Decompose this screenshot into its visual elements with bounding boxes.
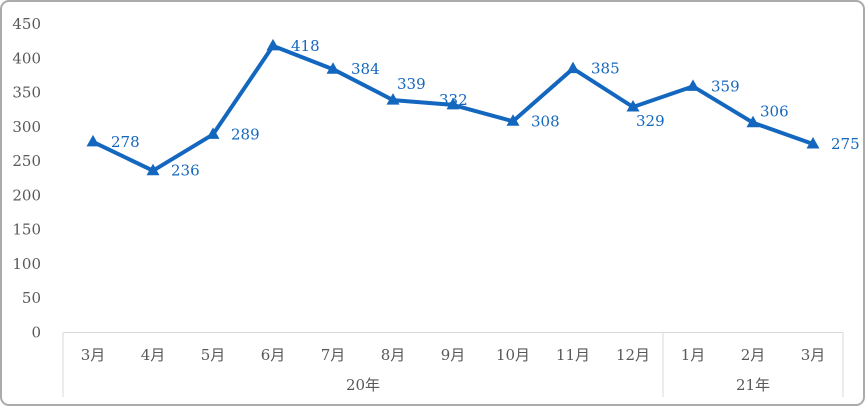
y-axis-tick-label: 0: [31, 324, 41, 342]
y-axis-tick-label: 400: [12, 49, 41, 67]
data-point-label: 385: [591, 60, 620, 78]
data-point-marker: [146, 163, 160, 176]
data-point-marker: [446, 97, 460, 110]
x-axis-month-label: 9月: [441, 346, 466, 364]
x-axis-month-label: 8月: [381, 346, 406, 364]
data-point-label: 275: [831, 135, 860, 153]
y-axis-tick-label: 200: [12, 186, 41, 204]
data-point-marker: [686, 79, 700, 91]
x-axis-year-label: 20年: [346, 376, 380, 394]
data-point-marker: [326, 62, 340, 74]
data-point-label: 308: [531, 112, 560, 130]
data-point-label: 329: [636, 112, 665, 130]
data-point-label: 339: [397, 75, 426, 93]
data-point-marker: [506, 114, 520, 126]
x-axis-month-label: 7月: [321, 346, 346, 364]
data-point-marker: [746, 115, 760, 128]
x-axis-month-label: 2月: [741, 346, 766, 364]
y-axis-tick-label: 100: [12, 255, 41, 273]
data-point-label: 236: [171, 162, 200, 180]
x-axis-year-label: 21年: [736, 376, 770, 394]
x-axis-month-label: 5月: [201, 346, 226, 364]
y-axis-tick-label: 250: [12, 152, 41, 170]
data-point-label: 306: [760, 103, 789, 121]
data-point-label: 278: [111, 133, 140, 151]
data-point-label: 418: [291, 37, 320, 55]
data-point-marker: [266, 38, 280, 51]
x-axis-month-label: 4月: [141, 346, 166, 364]
data-point-marker: [626, 100, 640, 112]
x-axis-month-label: 6月: [261, 346, 286, 364]
data-point-label: 384: [351, 60, 380, 78]
x-axis-month-label: 3月: [81, 346, 106, 364]
x-axis-month-label: 11月: [556, 346, 590, 364]
data-point-marker: [566, 61, 580, 74]
data-point-label: 289: [231, 125, 260, 143]
data-point-marker: [86, 134, 100, 147]
y-axis-tick-label: 350: [12, 84, 41, 102]
data-point-label: 332: [439, 91, 468, 109]
x-axis-month-label: 3月: [801, 346, 826, 364]
y-axis-tick-label: 450: [12, 15, 41, 33]
data-point-marker: [206, 127, 220, 139]
x-axis-month-label: 10月: [496, 346, 530, 364]
x-axis-month-label: 1月: [681, 346, 706, 364]
data-point-marker: [386, 93, 400, 105]
data-point-label: 359: [711, 77, 740, 95]
y-axis-tick-label: 150: [12, 221, 41, 239]
y-axis-tick-label: 300: [12, 118, 41, 136]
y-axis-tick-label: 50: [22, 289, 41, 307]
data-point-marker: [806, 137, 820, 149]
x-axis-month-label: 12月: [616, 346, 650, 364]
